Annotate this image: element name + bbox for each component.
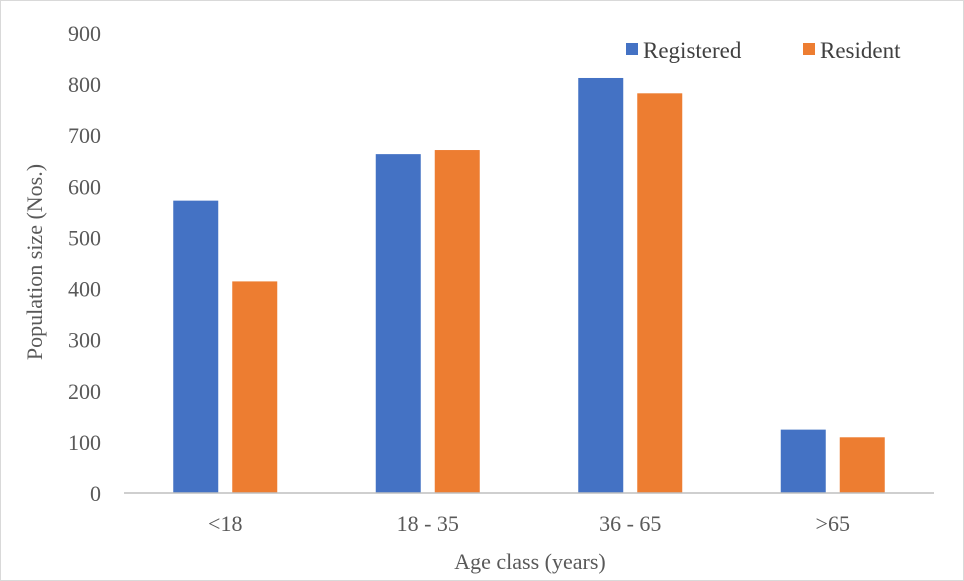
- x-tick-label: <18: [208, 511, 242, 536]
- bars: [173, 77, 885, 494]
- legend-swatch-registered: [626, 43, 638, 55]
- y-tick-label: 600: [68, 174, 101, 199]
- x-tick-label: 18 - 35: [397, 511, 459, 536]
- y-tick-label: 100: [68, 430, 101, 455]
- bar-registered-1: [375, 154, 421, 493]
- x-axis-title: Age class (years): [454, 549, 606, 574]
- bar-resident-0: [232, 281, 278, 493]
- y-axis-ticks: 0 100 200 300 400 500 600 700 800 900: [68, 21, 101, 506]
- legend-label-resident: Resident: [820, 38, 901, 63]
- legend-label-registered: Registered: [643, 38, 742, 63]
- bar-registered-3: [780, 429, 826, 493]
- y-tick-label: 700: [68, 123, 101, 148]
- x-axis-ticks: <18 18 - 35 36 - 65 >65: [208, 511, 850, 536]
- bar-resident-2: [637, 93, 683, 494]
- bar-registered-0: [173, 200, 219, 493]
- bar-resident-3: [839, 437, 885, 493]
- x-tick-label: >65: [816, 511, 850, 536]
- x-tick-label: 36 - 65: [599, 511, 661, 536]
- y-tick-label: 300: [68, 328, 101, 353]
- y-tick-label: 500: [68, 225, 101, 250]
- bar-resident-1: [434, 150, 480, 494]
- y-axis-title: Population size (Nos.): [22, 164, 47, 360]
- legend-swatch-resident: [803, 43, 815, 55]
- y-tick-label: 0: [90, 481, 101, 506]
- y-tick-label: 200: [68, 379, 101, 404]
- y-tick-label: 400: [68, 277, 101, 302]
- legend: Registered Resident: [626, 38, 901, 63]
- y-tick-label: 900: [68, 21, 101, 46]
- bar-registered-2: [578, 77, 624, 493]
- y-tick-label: 800: [68, 72, 101, 97]
